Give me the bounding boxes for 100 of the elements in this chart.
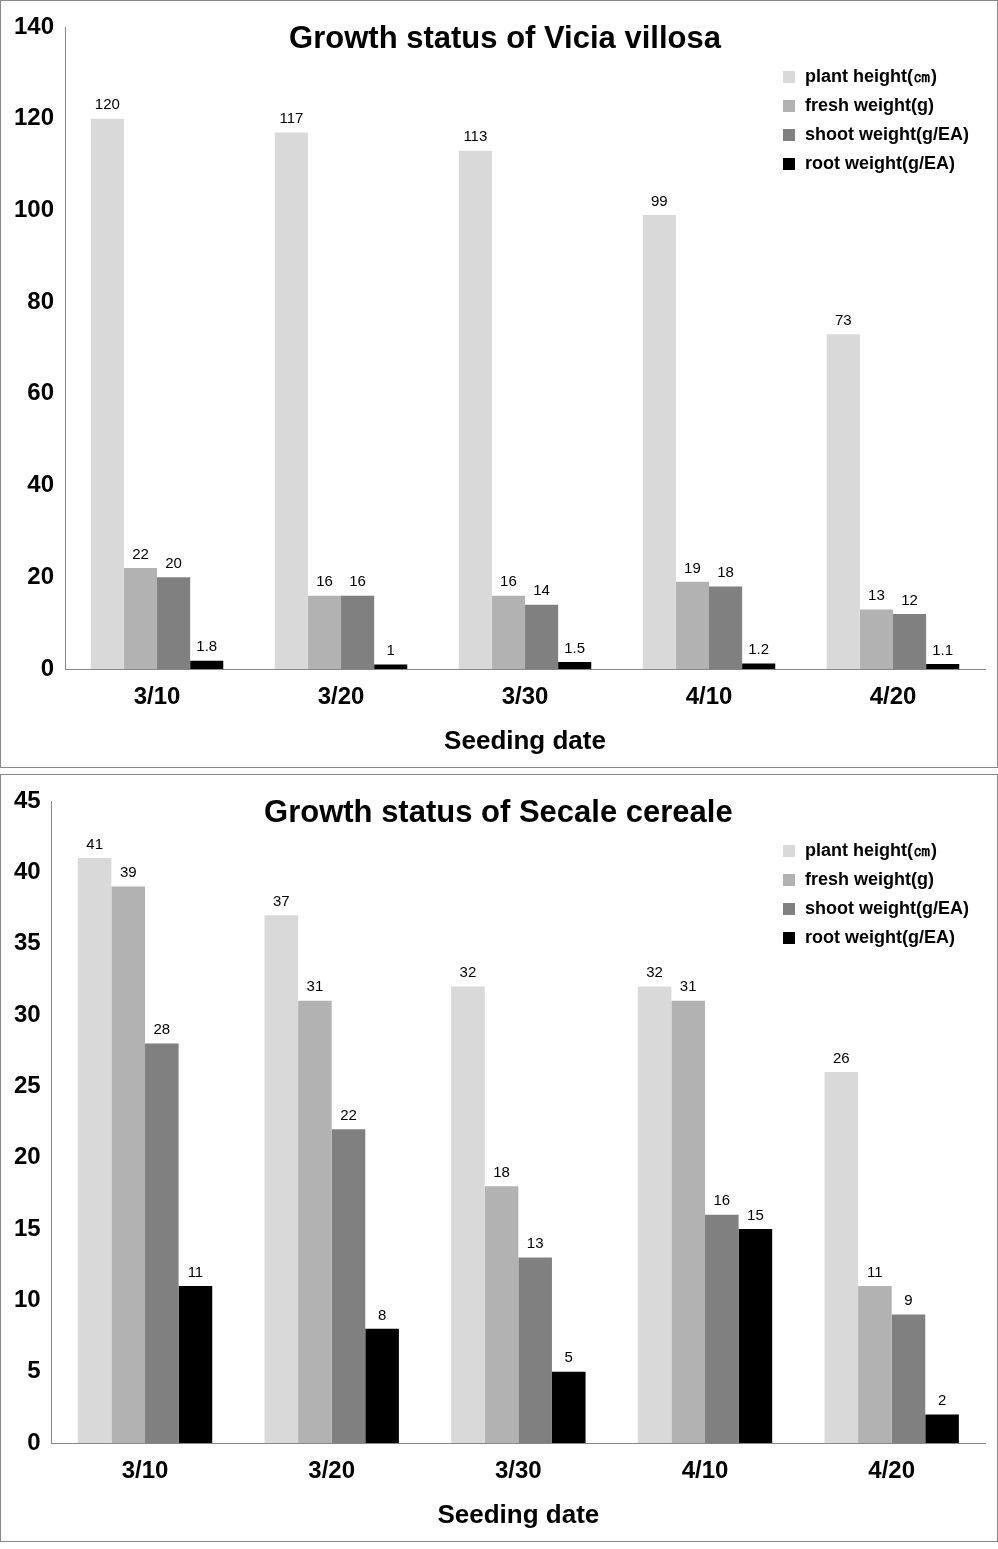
data-label: 113 [463,127,488,145]
bar [365,1328,399,1443]
y-tick-label: 0 [27,1427,41,1455]
y-tick-label: 35 [13,928,41,956]
bar [123,568,158,669]
bar [298,1000,332,1443]
legend-label: fresh weight(g) [805,94,935,115]
bar [859,609,893,669]
x-axis-title: Seeding date [444,724,606,755]
data-label: 1.8 [196,637,218,655]
bar [264,915,299,1443]
legend-label: root weight(g/EA) [805,926,956,947]
chart-title: Growth status of Secale cereale [264,793,733,829]
data-label: 32 [646,963,663,981]
bar [926,663,960,669]
data-label: 5 [564,1348,573,1366]
bar [374,664,408,669]
bar [858,1286,892,1443]
y-tick-label: 25 [13,1070,41,1098]
data-label: 16 [349,572,366,590]
legend-label: root weight(g/EA) [805,152,956,173]
x-tick-label: 4/10 [685,682,733,710]
y-tick-label: 100 [14,195,55,223]
y-tick-label: 45 [13,785,41,813]
data-label: 99 [650,191,668,209]
bar [551,1371,586,1443]
y-tick-label: 40 [13,856,41,884]
data-label: 41 [86,834,103,852]
bar [77,858,112,1443]
data-label: 73 [834,310,852,328]
x-tick-label: 4/10 [681,1456,729,1484]
bar [637,986,672,1443]
x-tick-label: 3/20 [308,1456,356,1484]
data-label: 1.2 [748,640,770,658]
x-tick-label: 3/10 [133,682,181,710]
x-tick-label: 3/30 [494,1456,542,1484]
data-label: 11 [867,1262,883,1280]
y-tick-label: 20 [27,561,55,589]
data-label: 32 [459,963,477,981]
data-label: 31 [306,977,324,995]
data-label: 15 [747,1205,764,1223]
bar [190,660,224,669]
data-label: 9 [904,1291,913,1309]
data-label: 1.1 [932,640,954,658]
data-label: 16 [316,572,333,590]
data-label: 117 [279,109,304,127]
bar [671,1000,706,1443]
bar [738,1229,773,1443]
x-axis-title: Seeding date [437,1498,600,1529]
bar [826,334,860,669]
bar [642,215,676,669]
data-label: 8 [377,1305,387,1323]
data-label: 11 [187,1262,204,1280]
bar [491,595,526,669]
y-tick-label: 60 [27,378,55,406]
bar [307,595,342,669]
bar [925,1414,959,1443]
data-label: 22 [340,1105,357,1123]
legend-label: fresh weight(g) [805,868,935,889]
data-label: 19 [684,558,701,576]
data-label: 13 [868,586,885,604]
x-tick-label: 4/20 [868,1456,916,1484]
bar [90,118,124,669]
data-label: 31 [679,977,697,995]
bar [111,886,146,1443]
bar [274,132,308,669]
data-label: 18 [493,1162,510,1180]
legend-label: shoot weight(g/EA) [805,123,970,144]
bar [178,1286,213,1443]
x-tick-label: 3/30 [501,682,549,710]
data-label: 39 [119,863,137,881]
y-tick-label: 20 [13,1142,41,1170]
y-tick-label: 120 [14,103,55,131]
data-label: 1.5 [564,638,586,656]
y-tick-label: 80 [27,286,55,314]
chart-title: Growth status of Vicia villosa [289,19,722,55]
x-tick-label: 4/20 [869,682,917,710]
y-tick-label: 5 [27,1356,41,1384]
data-label: 13 [526,1234,544,1252]
bar [484,1186,519,1443]
y-tick-label: 15 [13,1213,41,1241]
data-label: 37 [272,891,290,909]
data-label: 12 [901,590,918,608]
data-label: 22 [132,544,149,562]
legend-label: shoot weight(g/EA) [805,897,970,918]
bar [742,663,776,669]
data-label: 14 [533,581,550,599]
x-tick-label: 3/10 [121,1456,169,1484]
data-label: 18 [717,563,734,581]
y-tick-label: 40 [27,470,55,498]
data-label: 26 [832,1048,850,1066]
data-label: 16 [500,572,517,590]
data-label: 2 [937,1391,947,1409]
bar [558,662,592,669]
legend-label: plant height(㎝) [805,839,938,860]
data-label: 28 [153,1020,171,1038]
x-tick-label: 3/20 [317,682,365,710]
bar [451,986,485,1443]
data-label: 16 [713,1191,731,1209]
bar [824,1072,859,1443]
